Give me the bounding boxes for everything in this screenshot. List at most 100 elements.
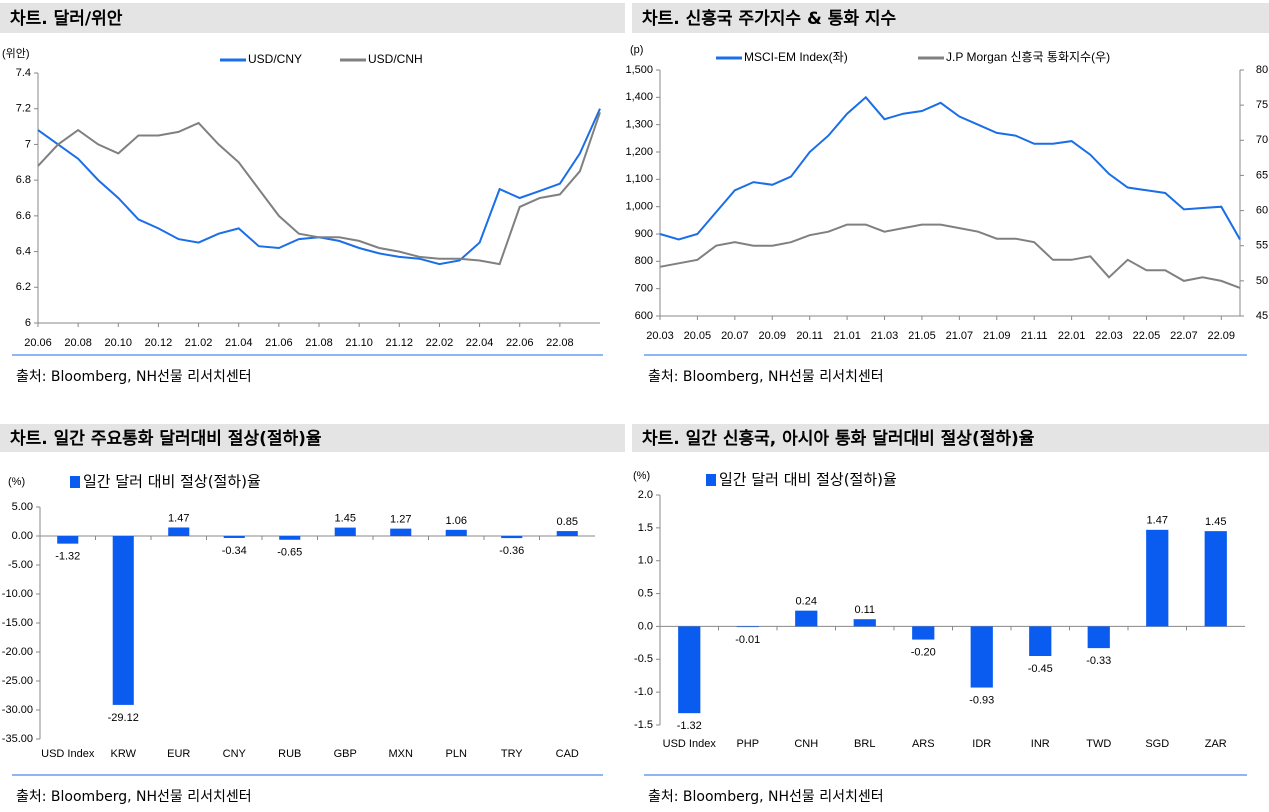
x-tick-label: ZAR	[1205, 738, 1227, 750]
x-tick-label: 21.03	[871, 330, 899, 342]
y-tick-label: 7	[25, 138, 31, 150]
value-label: 1.27	[390, 514, 411, 526]
x-tick-label: 22.04	[466, 337, 494, 349]
bar	[795, 610, 818, 627]
x-tick-label: 21.10	[345, 337, 373, 349]
bar	[678, 626, 701, 714]
y2-tick-label: 60	[1256, 204, 1268, 216]
y-tick-label: 6	[25, 317, 31, 329]
line-series	[37, 111, 601, 266]
y-tick-label: 0.0	[638, 620, 653, 632]
x-tick-label: USD Index	[663, 738, 717, 750]
x-tick-label: TRY	[501, 748, 523, 760]
bar	[1146, 529, 1169, 627]
value-label: -0.93	[969, 694, 994, 706]
header-bar	[632, 3, 1269, 33]
y-tick-label: 7.2	[16, 103, 31, 115]
value-label: 1.47	[168, 512, 189, 524]
bar	[334, 527, 356, 536]
line-series	[659, 95, 1241, 241]
x-tick-label: TWD	[1086, 738, 1111, 750]
x-tick-label: RUB	[278, 748, 301, 760]
y-tick-label: 1,300	[625, 119, 653, 131]
x-tick-label: PHP	[736, 738, 759, 750]
value-label: -0.34	[222, 545, 247, 557]
y2-tick-label: 55	[1256, 240, 1268, 252]
header-bar	[632, 424, 1269, 452]
x-tick-label: 21.05	[908, 330, 936, 342]
chart-title: 차트. 달러/위안	[10, 8, 123, 29]
y-tick-label: 600	[635, 310, 653, 322]
x-tick-label: KRW	[111, 748, 137, 760]
value-label: -0.65	[277, 547, 302, 559]
value-label: -29.12	[108, 712, 139, 724]
header-bar	[0, 3, 625, 33]
y-tick-label: 6.8	[16, 174, 31, 186]
y-tick-label: 900	[635, 228, 653, 240]
legend-swatch	[70, 476, 80, 488]
x-tick-label: 22.09	[1208, 330, 1236, 342]
bar	[1204, 531, 1227, 627]
x-tick-label: 22.05	[1133, 330, 1161, 342]
x-tick-label: 20.08	[64, 337, 92, 349]
x-tick-label: 21.11	[1021, 330, 1048, 342]
value-label: -0.36	[499, 545, 524, 557]
source: 출처: Bloomberg, NH선물 리서치센터	[16, 789, 252, 805]
x-tick-label: MXN	[389, 748, 414, 760]
y-tick-label: -0.5	[634, 653, 653, 665]
source: 출처: Bloomberg, NH선물 리서치센터	[648, 789, 884, 805]
x-tick-label: 22.01	[1058, 330, 1086, 342]
x-tick-label: EUR	[167, 748, 190, 760]
bar	[279, 536, 301, 540]
y-unit: (위안)	[2, 47, 30, 60]
value-label: -1.32	[677, 720, 702, 732]
bar	[112, 536, 134, 705]
bar	[853, 619, 876, 627]
y-tick-label: 1,500	[625, 64, 653, 76]
y2-tick-label: 45	[1256, 310, 1268, 322]
x-tick-label: IDR	[972, 738, 991, 750]
x-tick-label: 21.12	[386, 337, 414, 349]
y-tick-label: 6.6	[16, 210, 31, 222]
legend-label: 일간 달러 대비 절상(절하)율	[719, 471, 897, 489]
line-series	[659, 223, 1241, 289]
x-tick-label: 22.02	[426, 337, 454, 349]
y-tick-label: 700	[635, 283, 653, 295]
legend-label: MSCI-EM Index(좌)	[744, 50, 848, 64]
y-tick-label: 1.5	[638, 522, 653, 534]
y-tick-label: -1.0	[634, 686, 653, 698]
x-tick-label: 20.10	[105, 337, 133, 349]
x-tick-label: USD Index	[41, 748, 95, 760]
x-tick-label: 22.06	[506, 337, 534, 349]
line-series	[37, 108, 601, 266]
bar	[390, 528, 412, 536]
bar	[57, 536, 79, 544]
y-tick-label: 800	[635, 255, 653, 267]
x-tick-label: CAD	[556, 748, 579, 760]
x-tick-label: CNY	[223, 748, 247, 760]
y-tick-label: 6.2	[16, 281, 31, 293]
value-label: 0.85	[557, 516, 578, 528]
x-tick-label: 20.03	[646, 330, 674, 342]
x-tick-label: 21.06	[265, 337, 293, 349]
y-tick-label: 7.4	[16, 67, 31, 79]
y2-tick-label: 75	[1256, 99, 1268, 111]
x-tick-label: 20.06	[24, 337, 52, 349]
x-tick-label: 21.09	[983, 330, 1011, 342]
x-tick-label: CNH	[794, 738, 818, 750]
y-tick-label: -5.00	[8, 559, 33, 571]
legend-label: J.P Morgan 신흥국 통화지수(우)	[946, 50, 1110, 64]
value-label: 1.45	[335, 512, 356, 524]
y-tick-label: -35.00	[2, 733, 33, 745]
chart-title: 차트. 신흥국 주가지수 & 통화 지수	[642, 8, 897, 29]
value-label: 1.47	[1147, 515, 1168, 527]
y-tick-label: 6.4	[16, 245, 31, 257]
x-tick-label: BRL	[854, 738, 875, 750]
y-tick-label: 1,100	[625, 173, 653, 185]
x-tick-label: 20.11	[796, 330, 823, 342]
y2-tick-label: 65	[1256, 169, 1268, 181]
value-label: -0.33	[1086, 655, 1111, 667]
y-tick-label: 5.00	[12, 501, 33, 513]
x-tick-label: GBP	[334, 748, 357, 760]
